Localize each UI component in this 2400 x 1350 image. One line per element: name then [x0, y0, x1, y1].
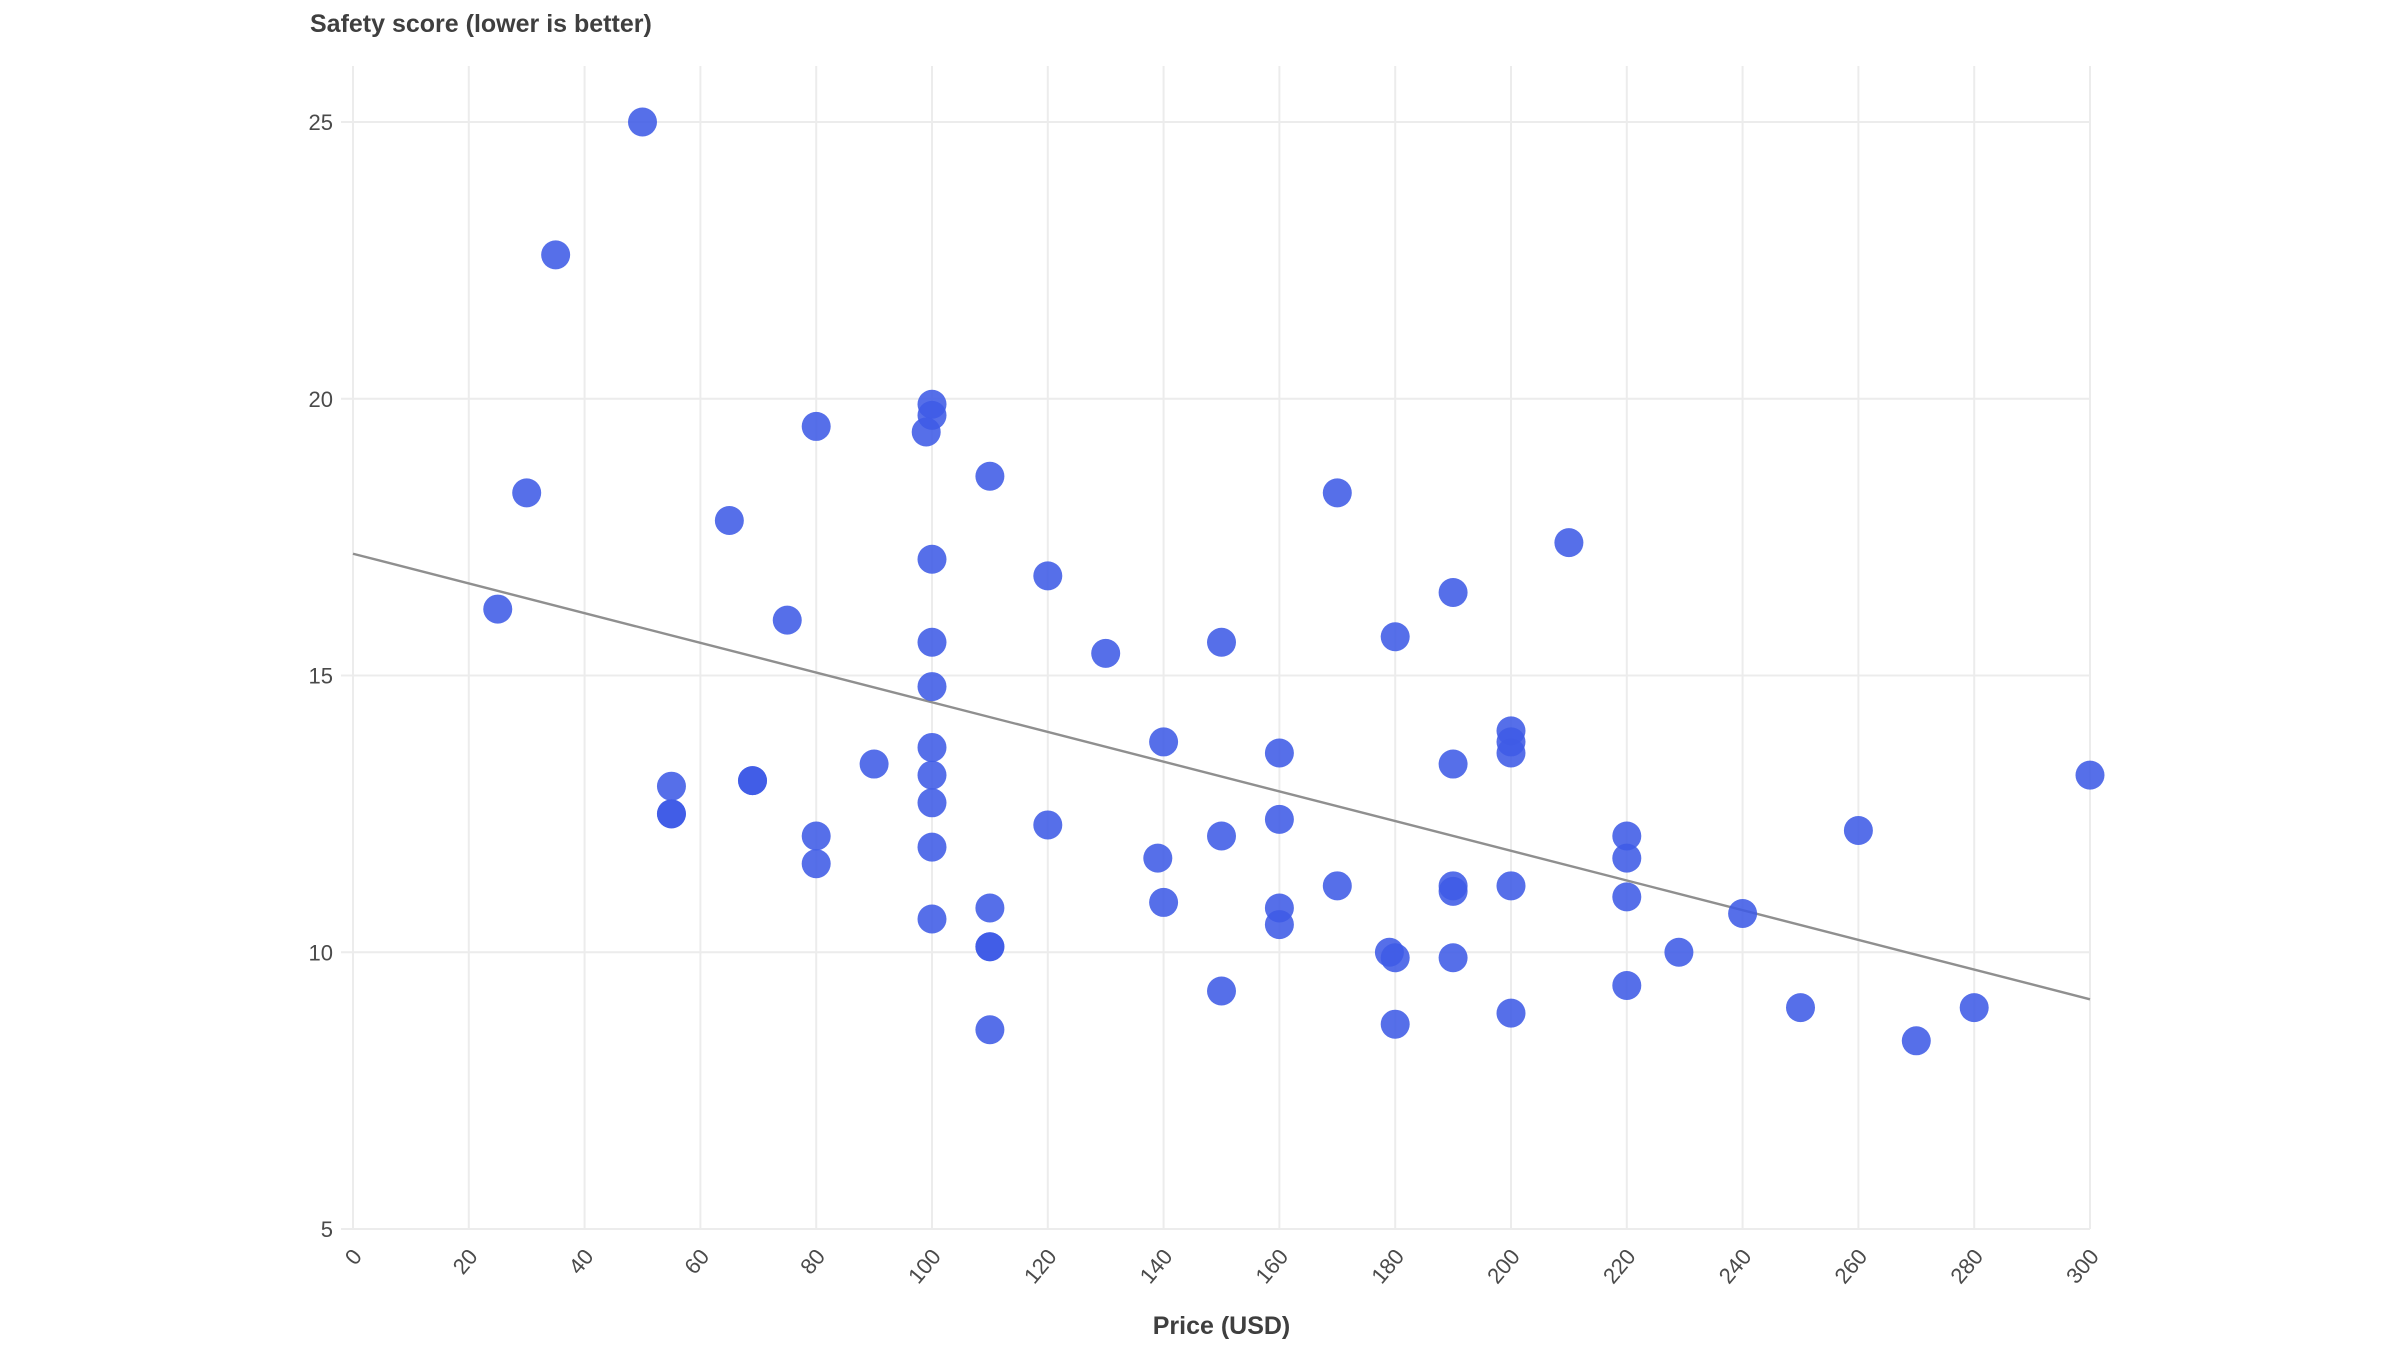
data-points — [483, 107, 2105, 1056]
data-point[interactable] — [1264, 738, 1294, 768]
data-point[interactable] — [1033, 810, 1063, 840]
x-tick-label: 180 — [1366, 1244, 1409, 1288]
x-tick-label: 80 — [795, 1244, 830, 1279]
y-tick-label: 15 — [309, 664, 333, 689]
y-axis-ticks: 5 10 15 20 25 — [309, 110, 333, 1242]
x-tick-label: 60 — [679, 1244, 714, 1279]
data-point[interactable] — [1149, 727, 1179, 757]
data-point[interactable] — [801, 411, 831, 441]
data-point[interactable] — [917, 760, 947, 790]
x-tick-label: 140 — [1135, 1244, 1178, 1288]
data-point[interactable] — [801, 821, 831, 851]
data-point[interactable] — [772, 605, 802, 635]
data-point[interactable] — [1438, 749, 1468, 779]
y-tick-label: 5 — [321, 1217, 333, 1242]
x-tick-label: 280 — [1945, 1244, 1988, 1288]
data-point[interactable] — [975, 932, 1005, 962]
data-point[interactable] — [917, 788, 947, 818]
data-point[interactable] — [1091, 638, 1121, 668]
data-point[interactable] — [1207, 627, 1236, 657]
data-point[interactable] — [1554, 528, 1584, 558]
x-axis-ticks: 0 20 40 60 80 100 120 140 160 180 200 220 240 260 280 3… — [340, 1244, 2104, 1288]
data-point[interactable] — [1496, 738, 1526, 768]
data-point[interactable] — [1380, 1009, 1410, 1039]
y-axis-title: Safety score (lower is better) — [310, 10, 652, 38]
data-point[interactable] — [2075, 760, 2105, 790]
data-point[interactable] — [628, 107, 657, 137]
data-point[interactable] — [1664, 937, 1694, 967]
data-point[interactable] — [917, 544, 947, 574]
data-point[interactable] — [1612, 843, 1642, 873]
data-point[interactable] — [1438, 876, 1468, 906]
data-point[interactable] — [911, 417, 941, 447]
x-tick-label: 40 — [564, 1244, 599, 1279]
data-point[interactable] — [917, 627, 947, 657]
data-point[interactable] — [1612, 882, 1642, 912]
data-point[interactable] — [738, 766, 768, 796]
data-point[interactable] — [801, 849, 831, 879]
data-point[interactable] — [1496, 998, 1526, 1028]
x-tick-label: 200 — [1482, 1244, 1525, 1288]
data-point[interactable] — [1380, 943, 1410, 973]
data-point[interactable] — [1207, 821, 1236, 851]
data-point[interactable] — [1843, 815, 1873, 845]
data-point[interactable] — [1322, 871, 1352, 901]
trend-line — [352, 552, 2091, 1001]
data-point[interactable] — [1438, 943, 1468, 973]
data-point[interactable] — [656, 799, 686, 829]
data-point[interactable] — [1207, 976, 1236, 1006]
data-point[interactable] — [1264, 804, 1294, 834]
data-point[interactable] — [483, 594, 513, 624]
data-point[interactable] — [1149, 887, 1179, 917]
data-point[interactable] — [1380, 622, 1410, 652]
x-tick-label: 220 — [1598, 1244, 1641, 1288]
data-point[interactable] — [1612, 970, 1642, 1000]
data-point[interactable] — [512, 478, 542, 508]
x-tick-label: 240 — [1714, 1244, 1757, 1288]
data-point[interactable] — [917, 732, 947, 762]
data-point[interactable] — [1612, 821, 1642, 851]
data-point[interactable] — [1728, 899, 1758, 929]
data-point[interactable] — [1033, 561, 1063, 591]
data-point[interactable] — [714, 506, 744, 536]
data-point[interactable] — [917, 672, 947, 702]
y-tick-label: 20 — [309, 387, 333, 412]
x-tick-label: 300 — [2061, 1244, 2104, 1288]
y-tick-label: 25 — [309, 110, 333, 135]
data-point[interactable] — [975, 1015, 1005, 1045]
data-point[interactable] — [1959, 993, 1989, 1023]
data-point[interactable] — [917, 904, 947, 934]
x-axis-title: Price (USD) — [1152, 1312, 1291, 1340]
y-tick-label: 10 — [309, 940, 333, 965]
data-point[interactable] — [1901, 1026, 1931, 1056]
data-point[interactable] — [1438, 577, 1468, 607]
data-point[interactable] — [917, 832, 947, 862]
data-point[interactable] — [975, 461, 1005, 491]
x-tick-label: 120 — [1019, 1244, 1062, 1288]
data-point[interactable] — [541, 240, 571, 270]
data-point[interactable] — [1143, 843, 1173, 873]
data-point[interactable] — [1786, 993, 1815, 1023]
x-tick-label: 260 — [1829, 1244, 1872, 1288]
data-point[interactable] — [1322, 478, 1352, 508]
data-point[interactable] — [1496, 871, 1526, 901]
x-tick-label: 0 — [340, 1244, 367, 1269]
x-tick-label: 160 — [1250, 1244, 1293, 1288]
data-point[interactable] — [1264, 910, 1294, 940]
data-point[interactable] — [975, 893, 1005, 923]
x-tick-label: 20 — [448, 1244, 483, 1279]
x-tick-label: 100 — [903, 1244, 946, 1288]
data-point[interactable] — [656, 771, 686, 801]
data-point[interactable] — [859, 749, 889, 779]
